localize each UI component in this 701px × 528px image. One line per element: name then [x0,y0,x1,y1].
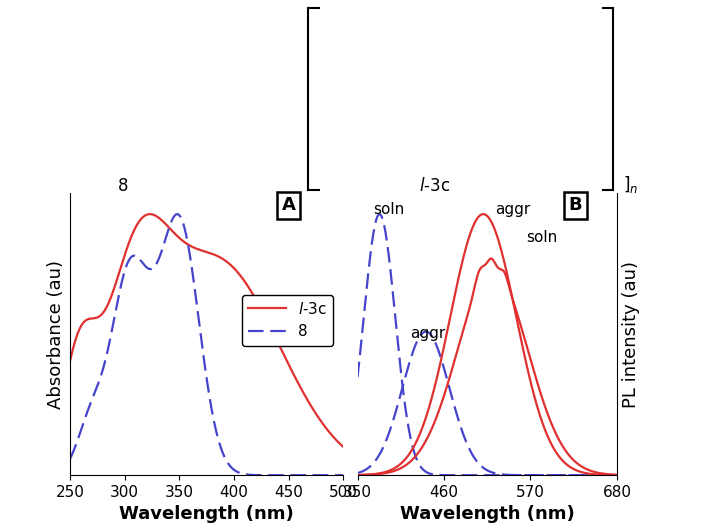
Text: B: B [569,196,583,214]
X-axis label: Wavelength (nm): Wavelength (nm) [400,505,575,523]
Text: A: A [282,196,296,214]
Y-axis label: Absorbance (au): Absorbance (au) [46,260,64,409]
Y-axis label: PL intensity (au): PL intensity (au) [622,261,641,408]
Text: 8: 8 [118,177,128,195]
Text: $\it{l}$-3c: $\it{l}$-3c [419,177,450,195]
Legend: $\it{l}$-3c, 8: $\it{l}$-3c, 8 [242,295,333,345]
Text: aggr: aggr [410,326,445,341]
Text: ]$_n$: ]$_n$ [623,174,639,195]
Text: soln: soln [526,230,557,245]
Text: aggr: aggr [496,202,531,216]
X-axis label: Wavelength (nm): Wavelength (nm) [119,505,294,523]
Text: soln: soln [373,202,404,216]
